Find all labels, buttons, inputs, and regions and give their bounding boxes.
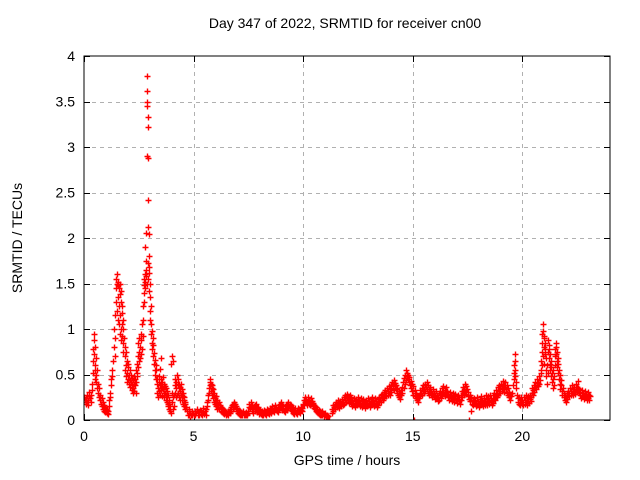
- tick-labels: 0 5 10 15 20 0 0.5 1 1.5 2 2.5 3 3.5 4: [56, 48, 531, 444]
- grid-lines: [84, 56, 610, 420]
- y-tick-label: 1: [67, 321, 75, 337]
- x-tick-label: 0: [80, 428, 88, 444]
- chart-title: Day 347 of 2022, SRMTID for receiver cn0…: [209, 15, 482, 31]
- data-point-markers: [84, 73, 594, 420]
- scatter-points: [84, 73, 594, 420]
- y-axis-label: SRMTID / TECUs: [9, 183, 25, 293]
- y-tick-label: 3: [67, 139, 75, 155]
- x-tick-label: 15: [405, 428, 421, 444]
- y-tick-label: 0: [67, 412, 75, 428]
- y-tick-label: 0.5: [56, 367, 76, 383]
- y-tick-label: 1.5: [56, 276, 76, 292]
- plot-border: [83, 55, 611, 421]
- x-tick-label: 20: [515, 428, 531, 444]
- y-tick-label: 2.5: [56, 185, 76, 201]
- x-tick-label: 5: [190, 428, 198, 444]
- y-tick-label: 4: [67, 48, 75, 64]
- axis-ticks: [84, 56, 610, 421]
- x-axis-label: GPS time / hours: [294, 452, 401, 468]
- y-tick-label: 3.5: [56, 94, 76, 110]
- y-tick-label: 2: [67, 230, 75, 246]
- x-tick-label: 10: [295, 428, 311, 444]
